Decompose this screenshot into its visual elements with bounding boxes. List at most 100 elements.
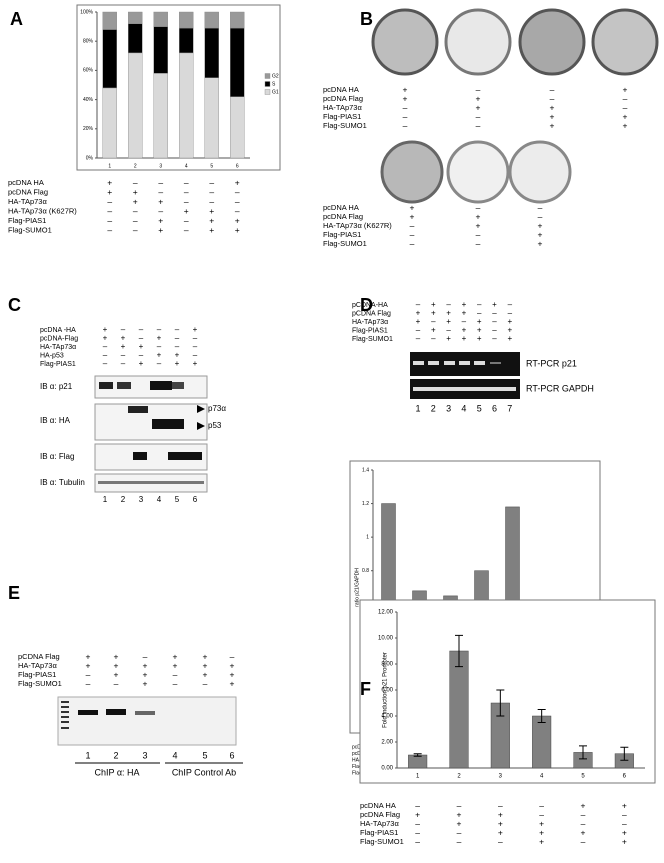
x-tick-label: 1	[108, 163, 111, 169]
bar-segment	[128, 23, 143, 54]
condition-sign: –	[107, 196, 112, 206]
plate	[518, 8, 586, 76]
condition-sign: +	[86, 651, 91, 661]
condition-sign: –	[193, 351, 198, 360]
condition-sign: +	[175, 351, 180, 360]
condition-label: pCDNA-HA	[352, 302, 388, 309]
condition-sign: +	[158, 196, 163, 206]
condition-sign: +	[507, 326, 512, 335]
condition-label: pcDNA Flag	[323, 94, 363, 103]
lane-number: 5	[202, 750, 207, 760]
bar-segment	[204, 27, 219, 78]
condition-sign: +	[121, 342, 126, 351]
condition-sign: –	[157, 342, 162, 351]
bar-segment	[128, 11, 143, 24]
marker-label: p73α	[208, 404, 226, 413]
condition-sign: +	[457, 809, 462, 819]
condition-sign: +	[581, 827, 586, 837]
condition-sign: +	[462, 309, 467, 318]
condition-sign: –	[103, 342, 108, 351]
y-tick-label: 20%	[83, 126, 94, 132]
lane-number: 4	[157, 495, 162, 504]
condition-sign: +	[622, 836, 627, 846]
condition-sign: –	[184, 187, 189, 197]
condition-sign: +	[139, 359, 144, 368]
band	[98, 481, 204, 484]
condition-sign: +	[203, 669, 208, 679]
lane-number: 4	[172, 750, 177, 760]
condition-sign: +	[235, 225, 240, 235]
condition-sign: –	[114, 678, 119, 688]
condition-sign: –	[235, 187, 240, 197]
lane-number: 1	[85, 750, 90, 760]
condition-sign: +	[415, 809, 420, 819]
y-tick-label: 1	[366, 534, 369, 540]
legend-swatch	[264, 73, 271, 79]
panel-label: F	[360, 679, 371, 699]
condition-sign: +	[107, 177, 112, 187]
condition-sign: –	[498, 800, 503, 810]
condition-sign: +	[462, 300, 467, 309]
condition-sign: –	[508, 309, 513, 318]
condition-sign: –	[622, 818, 627, 828]
x-tick-label: 5	[581, 774, 585, 780]
y-tick-label: 8.00	[381, 662, 393, 668]
condition-sign: +	[173, 651, 178, 661]
bar-segment	[153, 11, 168, 27]
group-label: ChIP α: HA	[94, 767, 139, 777]
band	[133, 452, 147, 460]
condition-sign: –	[103, 359, 108, 368]
condition-label: pCDNA Flag	[352, 310, 391, 317]
condition-sign: +	[235, 215, 240, 225]
x-tick-label: 6	[236, 163, 239, 169]
condition-sign: –	[415, 836, 420, 846]
condition-sign: +	[86, 660, 91, 670]
x-tick-label: 4	[540, 774, 544, 780]
condition-sign: +	[476, 220, 481, 230]
error-bar	[413, 753, 422, 757]
condition-sign: +	[476, 211, 481, 221]
blot	[94, 403, 208, 441]
condition-sign: –	[431, 317, 436, 326]
condition-label: HA-TAp73α	[8, 197, 47, 206]
condition-sign: –	[492, 326, 497, 335]
band	[168, 452, 202, 460]
y-tick-label: 40%	[83, 97, 94, 103]
condition-sign: –	[193, 334, 198, 343]
condition-sign: +	[431, 300, 436, 309]
x-tick-label: 3	[159, 163, 162, 169]
condition-sign: –	[209, 196, 214, 206]
condition-label: pCDNA Flag	[18, 652, 60, 661]
panel-label: A	[10, 9, 23, 29]
condition-sign: –	[184, 177, 189, 187]
condition-sign: +	[143, 669, 148, 679]
band	[78, 710, 98, 715]
condition-sign: +	[139, 342, 144, 351]
condition-sign: –	[457, 800, 462, 810]
condition-sign: –	[143, 651, 148, 661]
condition-sign: –	[139, 325, 144, 334]
condition-sign: +	[184, 206, 189, 216]
condition-sign: +	[507, 334, 512, 343]
condition-sign: –	[539, 800, 544, 810]
condition-sign: –	[623, 93, 628, 103]
x-tick-label: 1	[416, 774, 420, 780]
legend-label: G2	[272, 73, 279, 79]
condition-sign: –	[476, 120, 481, 130]
lane-number: 3	[139, 495, 144, 504]
condition-sign: –	[175, 334, 180, 343]
condition-sign: +	[550, 102, 555, 112]
bar-segment	[230, 96, 245, 159]
lane-number: 3	[142, 750, 147, 760]
condition-sign: +	[103, 325, 108, 334]
condition-sign: +	[623, 84, 628, 94]
condition-sign: –	[209, 187, 214, 197]
bar-segment	[179, 11, 194, 29]
condition-label: HA-TAp73α (K627R)	[8, 206, 77, 215]
condition-sign: –	[175, 325, 180, 334]
condition-label: HA-p53	[40, 352, 64, 359]
band	[413, 361, 424, 365]
condition-sign: –	[415, 827, 420, 837]
band	[490, 362, 501, 364]
